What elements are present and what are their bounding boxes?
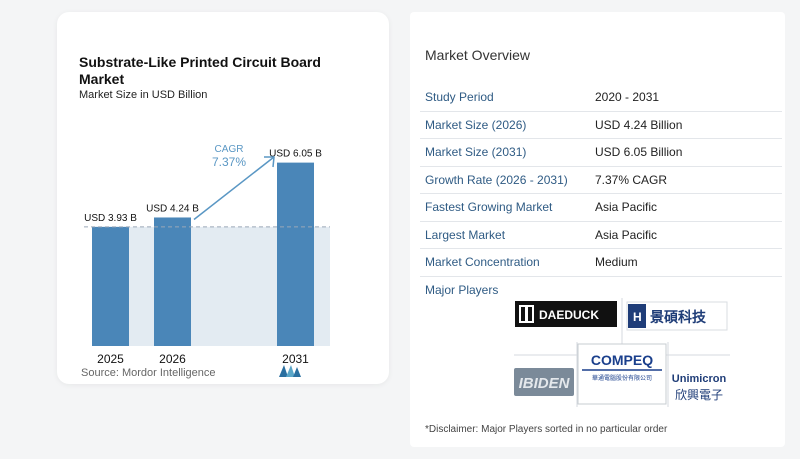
- bar-2026: [154, 217, 191, 346]
- row-value: Asia Pacific: [595, 221, 782, 249]
- cagr-arrow-head: [264, 156, 275, 168]
- ibiden-name: IBIDEN: [519, 375, 571, 392]
- table-row: Market Size (2026) USD 4.24 Billion: [420, 111, 782, 139]
- ibiden-logo: IBIDEN: [514, 368, 574, 396]
- compeq-name: COMPEQ: [591, 352, 653, 368]
- table-row: Fastest Growing Market Asia Pacific: [420, 193, 782, 222]
- daeduck-name: DAEDUCK: [539, 308, 599, 322]
- row-label: Study Period: [420, 84, 595, 112]
- data-label-2026: USD 4.24 B: [146, 203, 199, 214]
- kinsus-name: 景碩科技: [650, 309, 707, 326]
- chart-subtitle: Market Size in USD Billion: [79, 89, 208, 101]
- cagr-value: 7.37%: [212, 155, 246, 169]
- row-value: 7.37% CAGR: [595, 166, 782, 194]
- row-label: Market Size (2026): [420, 111, 595, 139]
- compeq-subname: 華通電腦股份有限公司: [592, 374, 652, 382]
- overview-title: Market Overview: [425, 47, 531, 63]
- table-row: Market Size (2031) USD 6.05 Billion: [420, 138, 782, 167]
- unimicron-logo: Unimicron 欣興電子: [672, 373, 727, 402]
- unimicron-subname: 欣興電子: [675, 388, 723, 402]
- compeq-logo: COMPEQ 華通電腦股份有限公司: [577, 343, 667, 405]
- row-label: Growth Rate (2026 - 2031): [420, 166, 595, 194]
- x-tick-2026: 2026: [159, 352, 186, 366]
- row-value: Medium: [595, 248, 782, 277]
- bar-chart: USD 3.93 B 2025 USD 4.24 B 2026 USD 6.05 B 20…: [84, 144, 330, 366]
- bar-2031: [277, 162, 314, 346]
- disclaimer: *Disclaimer: Major Players sorted in no …: [425, 424, 668, 435]
- row-label: Fastest Growing Market: [420, 193, 595, 222]
- table-row: Growth Rate (2026 - 2031) 7.37% CAGR: [420, 166, 782, 194]
- market-overview-panel: Market Overview Study Period 2020 - 2031 …: [410, 12, 785, 447]
- bar-2025: [92, 226, 129, 346]
- table-row: Market Concentration Medium: [420, 248, 782, 277]
- table-row: Study Period 2020 - 2031: [420, 84, 782, 112]
- chart-card: Substrate-Like Printed Circuit Board Mar…: [57, 12, 389, 384]
- unimicron-name: Unimicron: [672, 373, 727, 385]
- players-grid: DAEDUCK H 景碩科技 COMPEQ 華通電腦股份有限公司 IBIDEN …: [514, 298, 730, 407]
- x-tick-2031: 2031: [282, 352, 309, 366]
- row-value: 2020 - 2031: [595, 84, 782, 112]
- svg-text:H: H: [633, 310, 642, 324]
- cagr-label: CAGR: [215, 144, 244, 155]
- row-label: Largest Market: [420, 221, 595, 249]
- data-label-2031: USD 6.05 B: [269, 149, 322, 160]
- x-tick-2025: 2025: [97, 352, 124, 366]
- row-value: USD 6.05 Billion: [595, 138, 782, 167]
- chart-title: Substrate-Like Printed Circuit Board Mar…: [79, 54, 321, 87]
- source-note: Source: Mordor Intelligence: [81, 367, 216, 379]
- overview-table: Study Period 2020 - 2031 Market Size (202…: [420, 84, 782, 277]
- row-label: Market Size (2031): [420, 138, 595, 167]
- cagr-arrow: [193, 156, 275, 221]
- major-players-title: Major Players: [425, 283, 499, 297]
- kinsus-logo: H 景碩科技: [626, 301, 728, 331]
- row-value: USD 4.24 Billion: [595, 111, 782, 139]
- data-label-2025: USD 3.93 B: [84, 213, 137, 224]
- table-row: Largest Market Asia Pacific: [420, 221, 782, 249]
- row-label: Market Concentration: [420, 248, 595, 277]
- daeduck-logo: DAEDUCK: [515, 301, 617, 327]
- row-value: Asia Pacific: [595, 193, 782, 222]
- mordor-logo-icon: [279, 365, 301, 377]
